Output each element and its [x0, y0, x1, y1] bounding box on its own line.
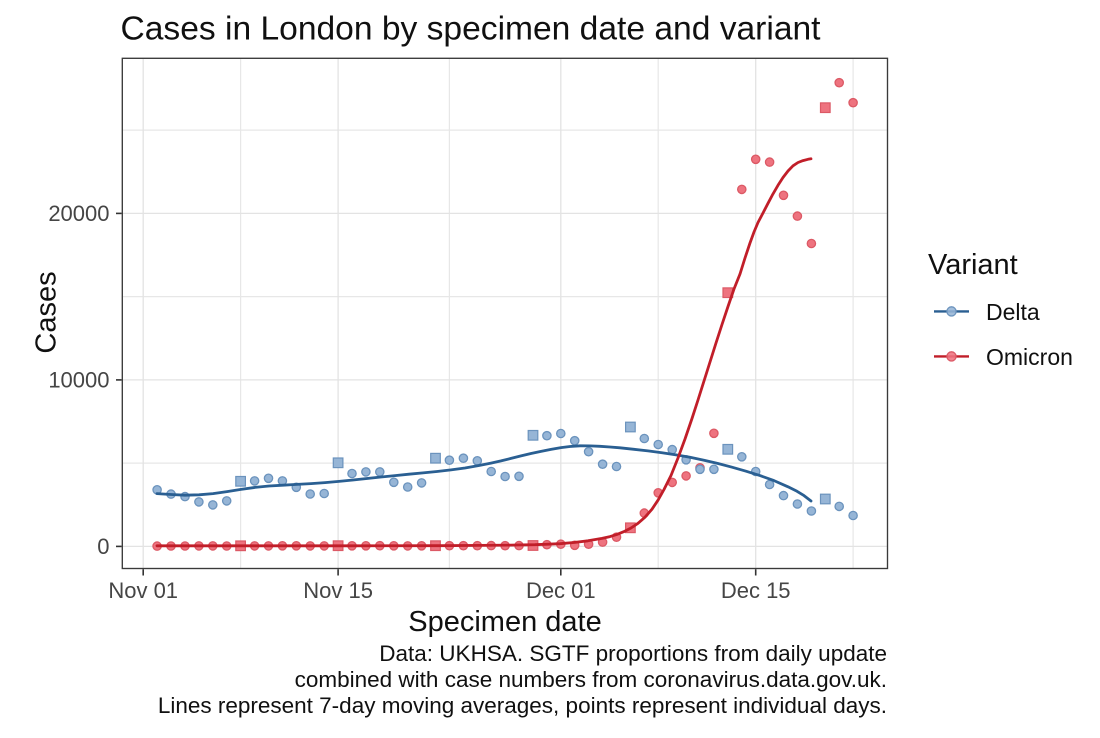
svg-text:Delta: Delta	[986, 299, 1040, 325]
svg-text:10000: 10000	[48, 368, 109, 393]
svg-text:Omicron: Omicron	[986, 344, 1073, 370]
svg-text:combined with case numbers fro: combined with case numbers from coronavi…	[295, 667, 887, 692]
svg-text:Nov 01: Nov 01	[108, 578, 178, 603]
svg-text:Lines represent 7-day moving a: Lines represent 7-day moving averages, p…	[158, 693, 887, 718]
svg-text:Nov 15: Nov 15	[303, 578, 373, 603]
svg-text:20000: 20000	[48, 201, 109, 226]
svg-text:Specimen date: Specimen date	[408, 606, 601, 638]
svg-text:Dec 15: Dec 15	[721, 578, 791, 603]
svg-text:0: 0	[97, 534, 109, 559]
svg-text:Variant: Variant	[928, 249, 1018, 281]
svg-text:Data: UKHSA. SGTF proportions: Data: UKHSA. SGTF proportions from daily…	[379, 641, 887, 666]
svg-text:Dec 01: Dec 01	[526, 578, 596, 603]
svg-text:Cases: Cases	[31, 271, 63, 353]
svg-text:Cases in London by specimen da: Cases in London by specimen date and var…	[121, 11, 822, 48]
